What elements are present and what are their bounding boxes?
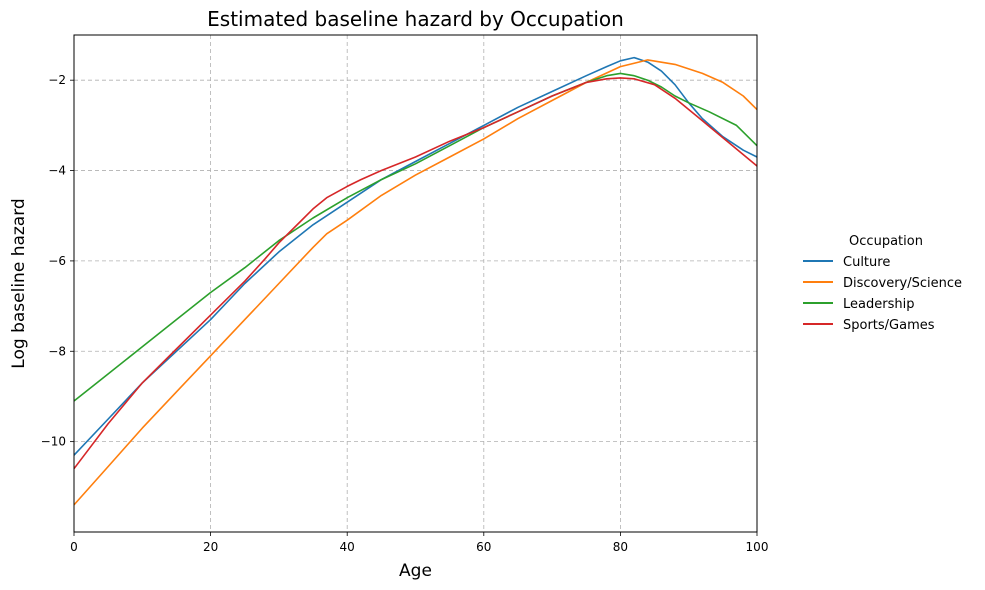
x-tick-label: 0 [70, 540, 78, 554]
series-line-discovery-science [73, 59, 758, 506]
ticks: 0 20 40 60 80 100 −10 −8 −6 −4 −2 [41, 73, 769, 554]
y-tick-label: −2 [48, 73, 66, 87]
legend-label-discovery-science: Discovery/Science [843, 276, 962, 291]
legend-label-leadership: Leadership [843, 297, 914, 312]
series-lines [73, 56, 758, 506]
legend-title: Occupation [849, 234, 923, 249]
chart-title: Estimated baseline hazard by Occupation [207, 7, 624, 31]
x-tick-label: 40 [340, 540, 355, 554]
legend-label-sports-games: Sports/Games [843, 318, 935, 333]
legend-label-culture: Culture [843, 255, 890, 270]
series-line-culture [73, 56, 758, 456]
y-tick-label: −8 [48, 344, 66, 358]
y-tick-label: −10 [41, 435, 66, 449]
x-tick-label: 100 [746, 540, 769, 554]
y-axis-label: Log baseline hazard [9, 198, 29, 368]
y-tick-label: −6 [48, 254, 66, 268]
x-tick-label: 20 [203, 540, 218, 554]
series-line-sports-games [73, 77, 758, 470]
legend: Occupation Culture Discovery/Science Leade… [803, 234, 962, 333]
x-axis-label: Age [399, 561, 432, 581]
x-tick-label: 60 [476, 540, 491, 554]
y-tick-label: −4 [48, 164, 66, 178]
plot-frame [73, 34, 758, 533]
x-tick-label: 80 [613, 540, 628, 554]
grid [73, 35, 758, 532]
